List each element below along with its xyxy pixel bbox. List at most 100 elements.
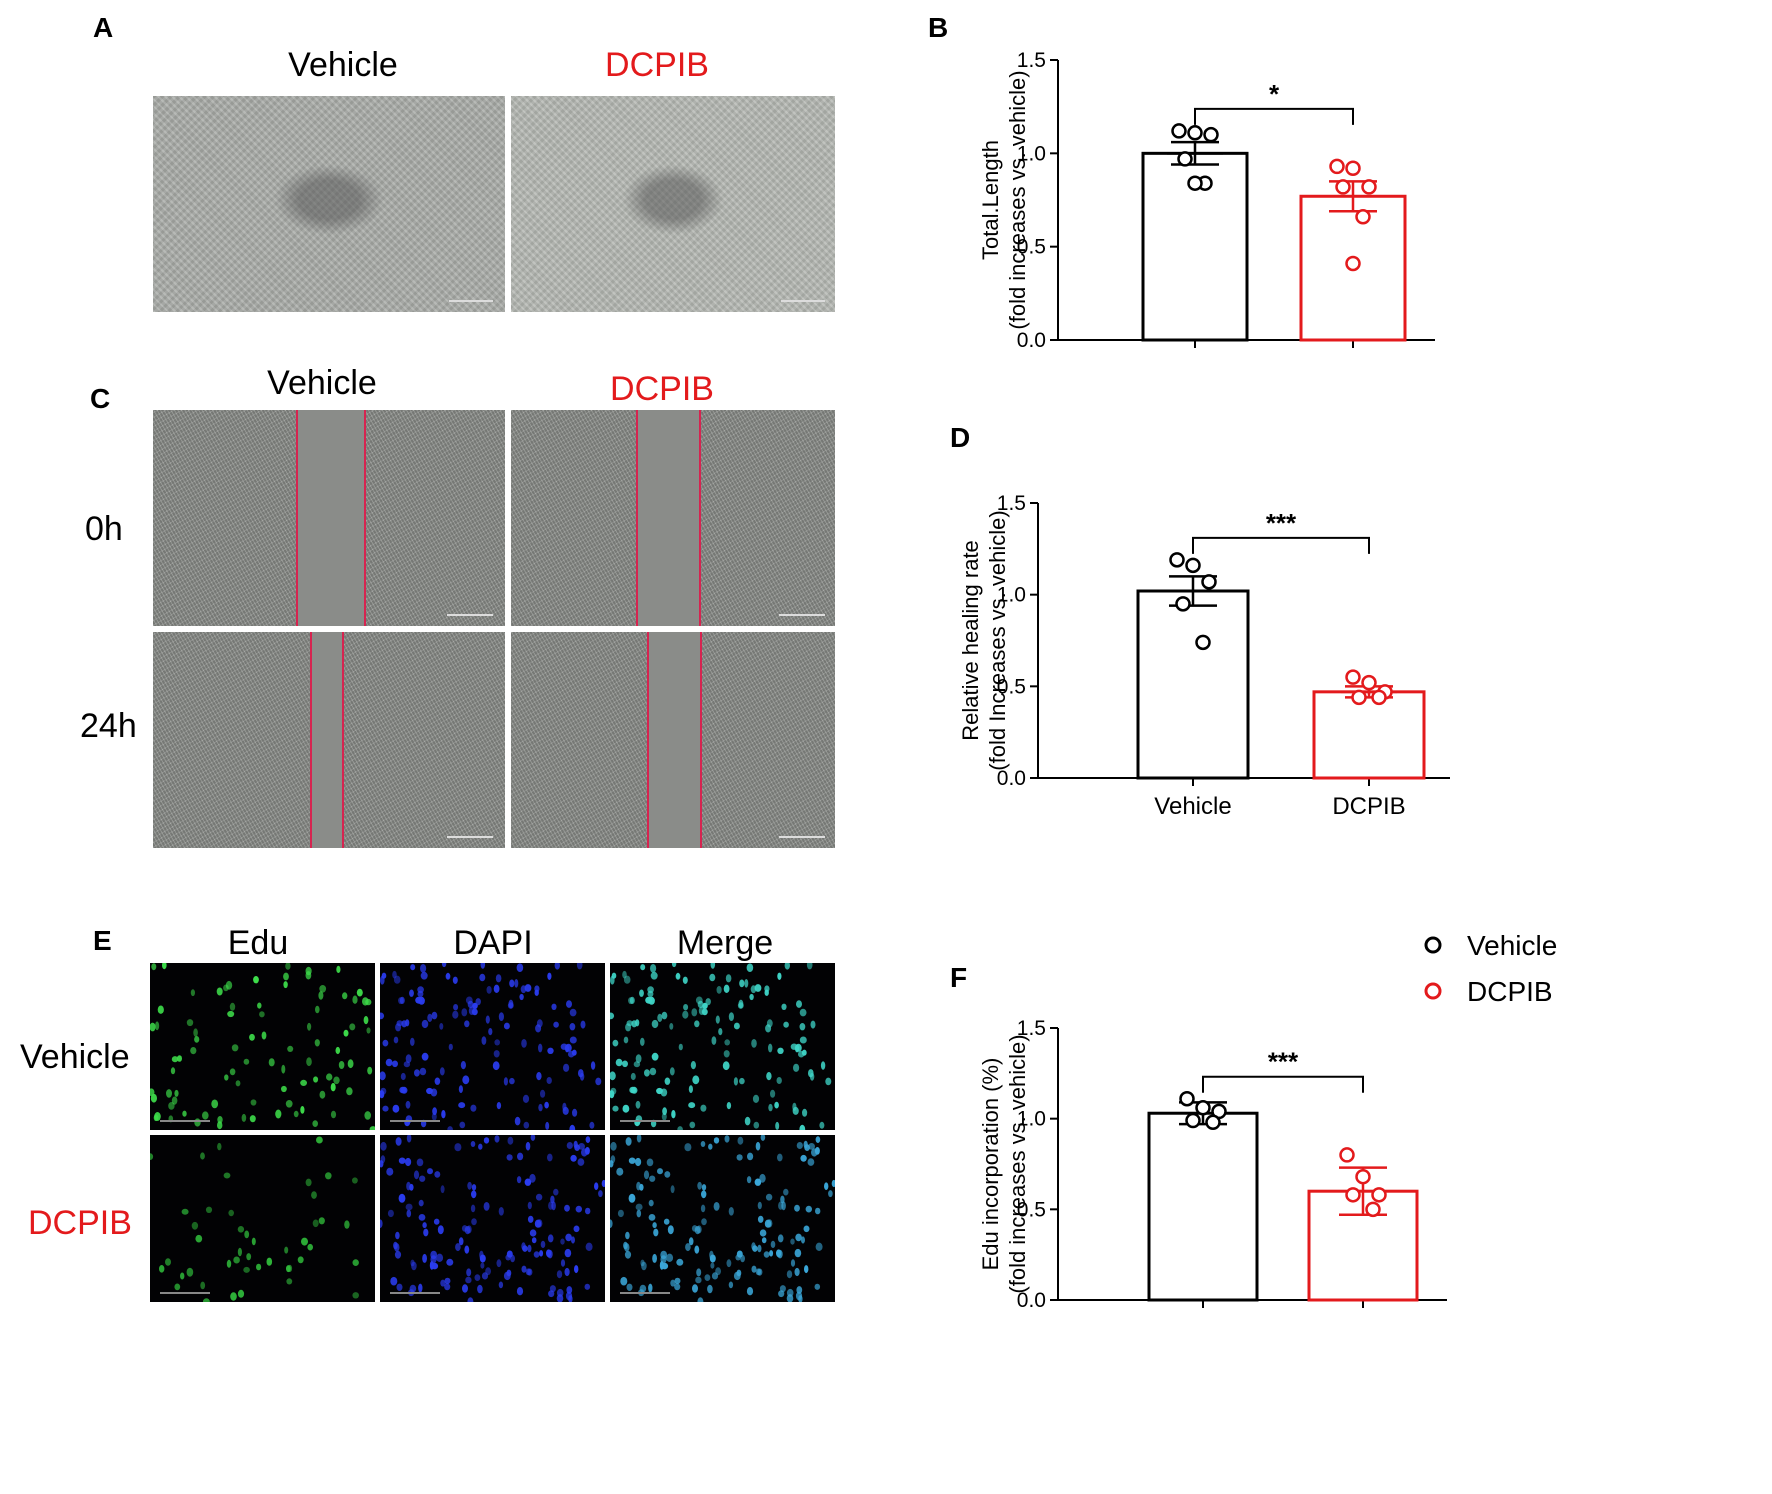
nucleus	[750, 985, 757, 994]
nucleus	[364, 1111, 371, 1120]
nucleus	[420, 971, 428, 980]
nucleus	[551, 1003, 557, 1010]
nuclei-field	[610, 963, 832, 1130]
nucleus	[485, 1015, 490, 1024]
nucleus	[625, 1023, 632, 1032]
nucleus	[696, 1268, 702, 1277]
nucleus	[409, 1183, 414, 1191]
nucleus	[430, 1255, 437, 1264]
nucleus	[651, 1052, 659, 1061]
nucleus	[459, 1121, 466, 1129]
panel-label-e: E	[93, 925, 112, 956]
nucleus	[795, 1233, 802, 1242]
nucleus	[547, 1153, 553, 1162]
nucleus	[708, 1143, 713, 1150]
nucleus	[305, 971, 312, 980]
nucleus	[237, 1247, 242, 1257]
nucleus	[440, 1279, 446, 1287]
nucleus	[441, 963, 447, 968]
nucleus	[674, 1277, 681, 1285]
nucleus	[726, 1259, 732, 1268]
nucleus	[808, 1143, 815, 1150]
nucleus	[746, 1287, 754, 1296]
nucleus	[563, 1063, 570, 1072]
nucleus	[523, 1121, 530, 1129]
nucleus	[761, 1237, 767, 1244]
nucleus	[700, 1204, 706, 1213]
panel-label-f: F	[950, 962, 968, 993]
nucleus	[777, 1234, 784, 1243]
nucleus	[394, 1243, 400, 1252]
nucleus	[695, 996, 703, 1005]
nucleus	[405, 1019, 410, 1027]
bar-dcpib	[1312, 690, 1426, 780]
nuclei-field	[610, 1135, 835, 1302]
nucleus	[635, 1054, 642, 1063]
nucleus	[765, 1024, 772, 1033]
nucleus	[418, 1199, 424, 1207]
nucleus	[554, 963, 560, 970]
nucleus	[249, 1033, 255, 1041]
nucleus	[626, 1283, 633, 1291]
nucleus	[479, 1254, 486, 1263]
nucleus	[259, 1011, 265, 1018]
nucleus	[380, 1012, 385, 1020]
scale-bar	[447, 836, 493, 838]
y-tick-label: 1.0	[1017, 1108, 1046, 1131]
nucleus	[710, 963, 716, 969]
nucleus	[313, 1076, 319, 1083]
nucleus	[755, 1268, 762, 1276]
nucleus	[229, 1002, 236, 1011]
nucleus	[496, 1102, 502, 1110]
nucleus	[493, 984, 500, 993]
nucleus	[233, 1256, 240, 1264]
nucleus	[180, 1272, 185, 1280]
data-point	[1169, 552, 1185, 568]
nucleus	[709, 973, 716, 982]
y-tick-label: 1.0	[997, 584, 1026, 607]
nucleus	[481, 1036, 487, 1045]
bar-vehicle	[1147, 1111, 1259, 1302]
nucleus	[569, 1036, 577, 1044]
nucleus	[433, 1218, 440, 1225]
nucleus	[715, 1267, 721, 1276]
nucleus	[427, 1013, 433, 1022]
nucleus	[519, 993, 524, 1001]
nucleus	[724, 1135, 730, 1143]
scale-bar	[390, 1120, 440, 1122]
nucleus	[784, 963, 790, 970]
nucleus	[246, 1253, 252, 1261]
nucleus	[474, 1274, 481, 1281]
nucleus	[194, 1036, 200, 1043]
y-axis-label: Edu incorporation (%)	[978, 1058, 1003, 1271]
nucleus	[648, 1199, 654, 1207]
data-point	[1177, 151, 1193, 167]
data-point	[1361, 674, 1377, 691]
nucleus	[330, 1110, 337, 1119]
nucleus	[253, 976, 259, 984]
nucleus	[153, 1114, 159, 1122]
panel-e-row-label-dcpib: DCPIB	[28, 1204, 132, 1242]
nucleus	[165, 1258, 171, 1266]
data-point	[1339, 1147, 1355, 1163]
nucleus	[644, 1069, 650, 1077]
nucleus	[419, 1175, 426, 1182]
nucleus	[421, 1052, 429, 1061]
nucleus	[696, 1225, 702, 1234]
nucleus	[529, 1173, 536, 1183]
nucleus	[707, 1284, 713, 1294]
nucleus	[224, 1074, 229, 1081]
nucleus	[635, 1203, 643, 1211]
y-tick-label: 0.5	[1017, 1198, 1046, 1221]
nucleus	[628, 1157, 636, 1164]
nucleus	[494, 1039, 500, 1046]
nucleus	[517, 1152, 524, 1161]
nucleus	[478, 1143, 483, 1150]
panel-e-row-label-vehicle: Vehicle	[20, 1038, 130, 1076]
nucleus	[415, 996, 423, 1004]
scale-bar	[620, 1292, 670, 1294]
nucleus	[508, 999, 514, 1009]
data-point	[1185, 1112, 1201, 1129]
nucleus	[524, 984, 532, 992]
nucleus	[751, 1039, 757, 1048]
